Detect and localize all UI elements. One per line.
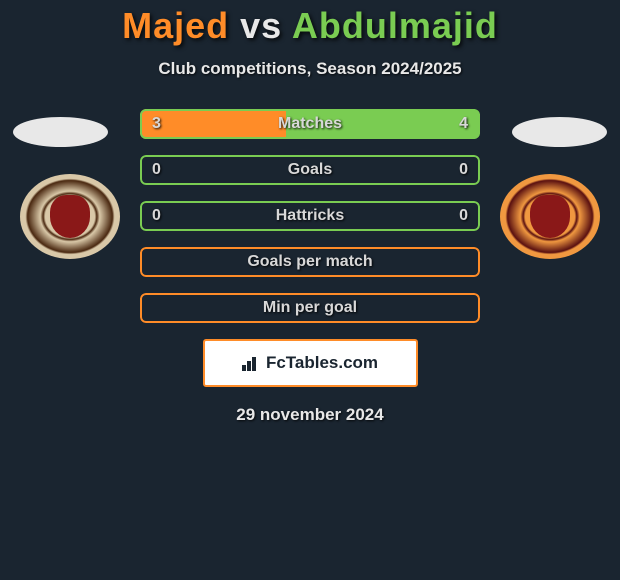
stat-right-value: 0 [459, 201, 468, 231]
player1-placeholder-icon [13, 117, 108, 147]
brand-text: FcTables.com [266, 353, 378, 373]
stat-label: Min per goal [140, 293, 480, 323]
stat-row-hattricks: 0 Hattricks 0 [140, 201, 480, 231]
stat-bars: 3 Matches 4 0 Goals 0 0 Hattricks 0 [140, 109, 480, 323]
player1-club-badge [20, 174, 120, 259]
date-text: 29 november 2024 [0, 405, 620, 425]
subtitle: Club competitions, Season 2024/2025 [0, 59, 620, 79]
brand-box[interactable]: FcTables.com [203, 339, 418, 387]
player2-name: Abdulmajid [292, 5, 498, 46]
player2-club-badge [500, 174, 600, 259]
player1-name: Majed [122, 5, 229, 46]
chart-icon [242, 355, 262, 371]
stat-row-min-per-goal: Min per goal [140, 293, 480, 323]
stat-right-value: 0 [459, 155, 468, 185]
vs-text: vs [240, 5, 282, 46]
player2-placeholder-icon [512, 117, 607, 147]
stat-label: Goals [140, 155, 480, 185]
stat-label: Goals per match [140, 247, 480, 277]
stat-label: Matches [140, 109, 480, 139]
stats-area: 3 Matches 4 0 Goals 0 0 Hattricks 0 [0, 109, 620, 425]
comparison-title: Majed vs Abdulmajid [0, 5, 620, 47]
stat-row-goals: 0 Goals 0 [140, 155, 480, 185]
stat-right-value: 4 [459, 109, 468, 139]
stat-label: Hattricks [140, 201, 480, 231]
main-container: Majed vs Abdulmajid Club competitions, S… [0, 0, 620, 425]
stat-row-matches: 3 Matches 4 [140, 109, 480, 139]
stat-row-goals-per-match: Goals per match [140, 247, 480, 277]
